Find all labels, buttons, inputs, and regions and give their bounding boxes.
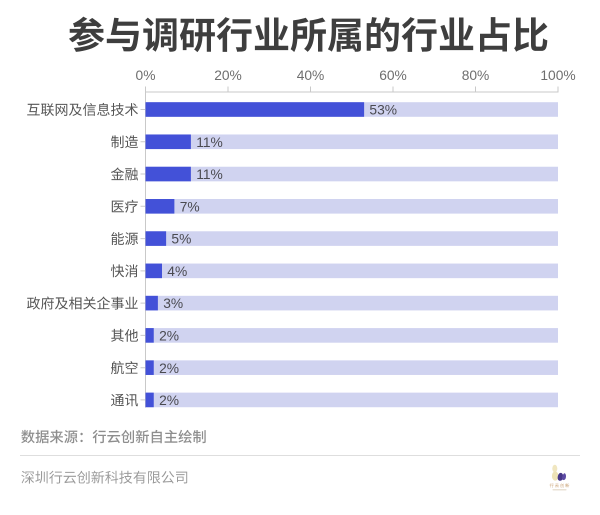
svg-text:4%: 4% — [167, 264, 187, 279]
svg-text:20%: 20% — [214, 68, 242, 83]
svg-text:7%: 7% — [180, 199, 200, 214]
svg-text:5%: 5% — [171, 232, 191, 247]
svg-text:11%: 11% — [196, 167, 223, 182]
svg-text:60%: 60% — [379, 68, 407, 83]
svg-text:2%: 2% — [159, 329, 179, 344]
svg-text:40%: 40% — [297, 68, 325, 83]
svg-text:2%: 2% — [159, 393, 179, 408]
svg-text:80%: 80% — [462, 68, 490, 83]
svg-text:0%: 0% — [136, 68, 156, 83]
svg-text:100%: 100% — [540, 68, 575, 83]
svg-text:2%: 2% — [159, 361, 179, 376]
svg-text:11%: 11% — [196, 135, 223, 150]
svg-text:3%: 3% — [163, 296, 183, 311]
svg-text:53%: 53% — [369, 103, 397, 118]
